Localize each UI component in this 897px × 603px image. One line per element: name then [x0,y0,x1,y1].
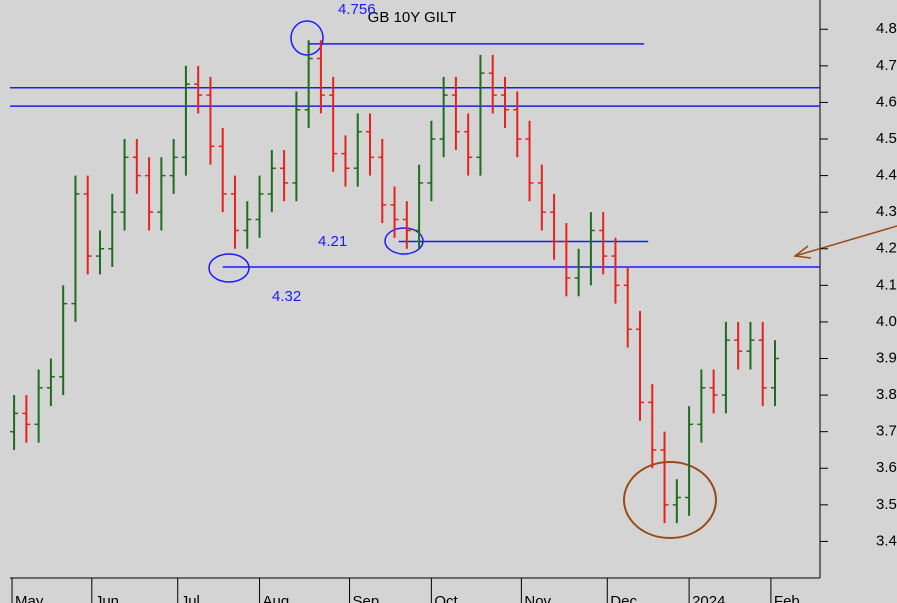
chart-title: GB 10Y GILT [368,9,457,26]
x-tick-label: 2024 [692,593,725,603]
y-tick-label: 3.4 [876,532,897,549]
arrow [794,225,897,257]
y-tick-label: 4.2 [876,240,897,257]
y-tick-label: 4.0 [876,313,897,330]
y-tick-label: 4.1 [876,276,897,293]
y-tick-label: 4.7 [876,57,897,74]
annotation-label: 4.32 [272,288,301,305]
y-tick-label: 3.7 [876,423,897,440]
x-tick-label: May [15,593,44,603]
highlight-circle [208,253,250,283]
y-tick-label: 4.4 [876,167,897,184]
x-tick-label: Nov [524,593,551,603]
arrow-head [793,245,812,259]
annotation-label: 4.756 [338,1,376,18]
y-tick-label: 3.9 [876,349,897,366]
x-tick-label: Oct [434,593,458,603]
y-tick-label: 4.3 [876,203,897,220]
annotation-label: 4.21 [318,233,347,250]
x-tick-label: Jul [181,593,200,603]
y-tick-label: 4.6 [876,93,897,110]
y-tick-label: 4.8 [876,20,897,37]
x-tick-label: Dec [610,593,637,603]
highlight-circle [290,20,324,56]
y-tick-label: 3.5 [876,496,897,513]
y-tick-label: 3.6 [876,459,897,476]
x-tick-label: Aug [263,593,290,603]
x-tick-label: Feb [774,593,800,603]
y-tick-label: 3.8 [876,386,897,403]
x-tick-label: Sep [353,593,380,603]
y-tick-label: 4.5 [876,130,897,147]
highlight-ellipse [623,461,717,539]
x-tick-label: Jun [95,593,119,603]
